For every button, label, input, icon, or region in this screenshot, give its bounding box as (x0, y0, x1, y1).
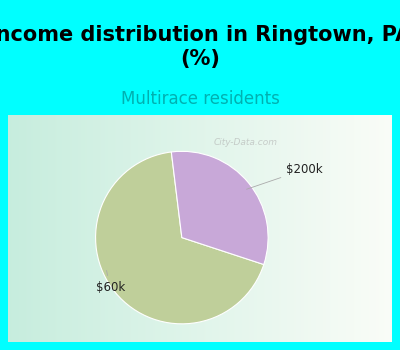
Text: City-Data.com: City-Data.com (214, 138, 278, 147)
Text: Multirace residents: Multirace residents (120, 90, 280, 108)
Wedge shape (96, 152, 264, 324)
Text: $60k: $60k (96, 271, 125, 294)
Text: $200k: $200k (246, 163, 323, 189)
Text: Income distribution in Ringtown, PA
(%): Income distribution in Ringtown, PA (%) (0, 25, 400, 69)
Wedge shape (171, 151, 268, 265)
